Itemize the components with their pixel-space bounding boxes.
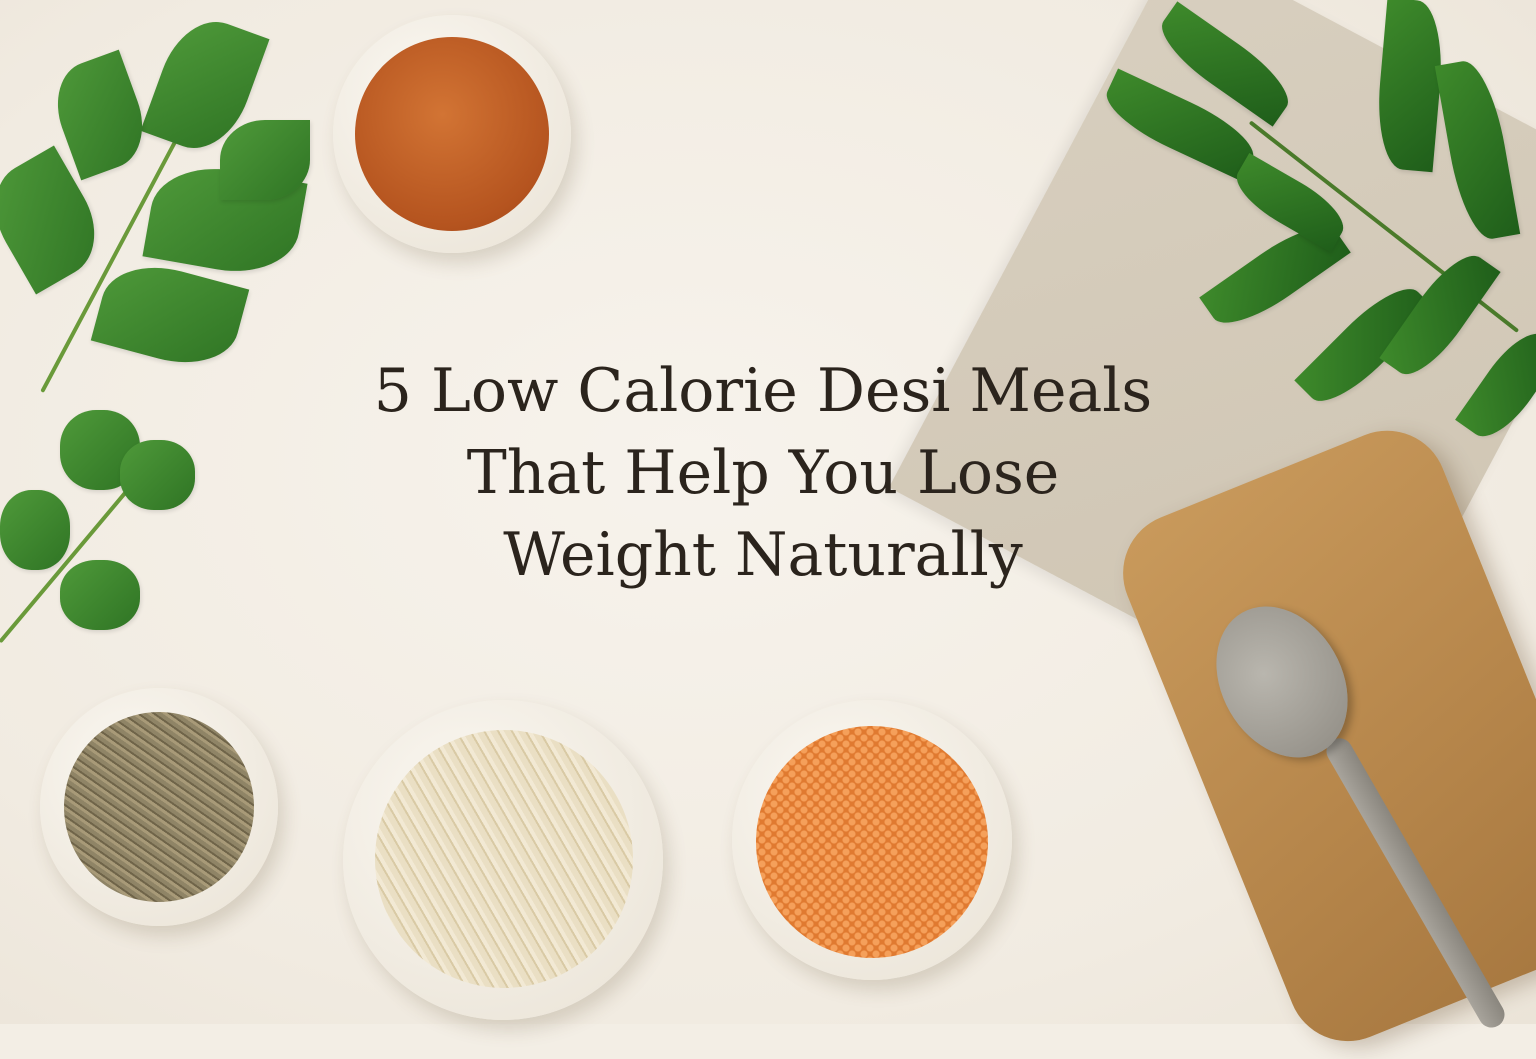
cumin-bowl [40, 688, 278, 926]
chili-powder-bowl [333, 15, 571, 253]
lentils [756, 726, 988, 958]
rice [375, 730, 633, 988]
title-line-2: That Help You Lose [466, 438, 1060, 508]
cumin-seeds [64, 712, 254, 902]
mint-sprig [0, 0, 400, 420]
chili-powder [355, 37, 549, 231]
title-line-1: 5 Low Calorie Desi Meals [373, 356, 1153, 426]
title-line-3: Weight Naturally [503, 520, 1023, 590]
cilantro-sprig [0, 400, 220, 660]
lentil-bowl [732, 700, 1012, 980]
rice-bowl [343, 700, 663, 1020]
page-title: 5 Low Calorie Desi Meals That Help You L… [0, 350, 1536, 596]
